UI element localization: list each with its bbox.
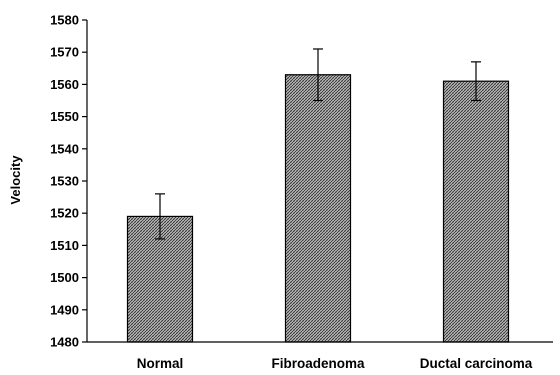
- x-category-label: Fibroadenoma: [271, 356, 365, 371]
- bar-ductal-carcinoma: [442, 80, 510, 343]
- y-tick-label: 1520: [50, 206, 79, 221]
- y-axis-title: Velocity: [8, 155, 23, 205]
- y-tick-label: 1540: [50, 141, 79, 156]
- bars: [126, 74, 510, 343]
- y-tick-label: 1570: [50, 45, 79, 60]
- y-tick-label: 1530: [50, 174, 79, 189]
- y-tick-label: 1490: [50, 302, 79, 317]
- y-tick-label: 1500: [50, 270, 79, 285]
- bar-fibroadenoma: [284, 74, 352, 343]
- y-tick-label: 1550: [50, 109, 79, 124]
- y-tick-label: 1510: [50, 238, 79, 253]
- y-tick-label: 1580: [50, 13, 79, 28]
- x-category-label: Ductal carcinoma: [420, 356, 533, 371]
- y-tick-label: 1560: [50, 77, 79, 92]
- x-category-label: Normal: [137, 356, 184, 371]
- y-tick-label: 1480: [50, 335, 79, 350]
- y-axis-ticks: 1480 1490 1500 1510 1520 1530 1540 1550 1560 1570…: [50, 13, 87, 350]
- x-axis-labels: Normal Fibroadenoma Ductal carcinoma: [137, 356, 533, 371]
- error-bars: [155, 48, 481, 240]
